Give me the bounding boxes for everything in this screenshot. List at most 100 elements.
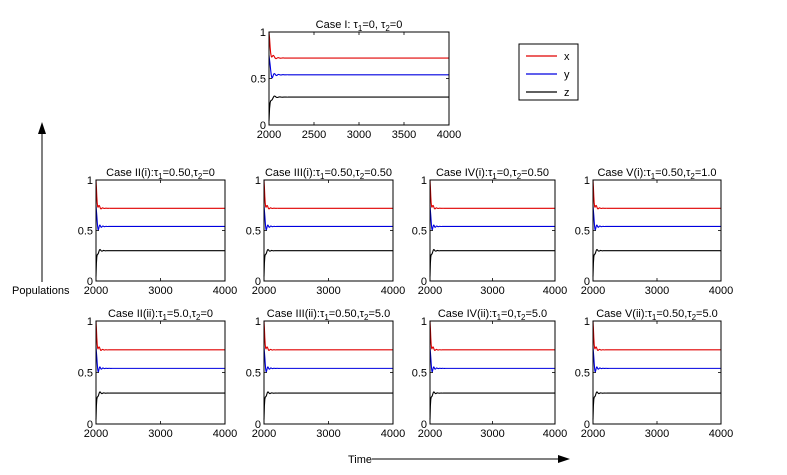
x-tick-label: 4000 xyxy=(381,285,405,297)
series-line-z xyxy=(263,248,393,277)
panel-title-text: =0,τ xyxy=(501,308,522,320)
y-tick-label: 0 xyxy=(255,419,261,431)
panel-title-subscript: 2 xyxy=(521,313,526,322)
panel-title-text: Case V(i):τ xyxy=(597,167,651,179)
panel-title-text: =0.50,τ xyxy=(325,167,361,179)
series-line-x xyxy=(263,320,393,351)
legend-box xyxy=(518,43,579,101)
y-tick-label: 0 xyxy=(584,276,590,288)
series-line-z xyxy=(95,391,225,420)
panel-title-text: Case I: τ xyxy=(316,19,359,31)
panel-title-text: Case IV(ii):τ xyxy=(438,308,497,320)
panel-title-subscript: 1 xyxy=(651,172,656,181)
series-line-x xyxy=(429,179,555,210)
legend-label-z: z xyxy=(564,87,570,99)
series-line-z xyxy=(429,248,555,277)
y-tick-label: 0 xyxy=(421,419,427,431)
series-line-y xyxy=(429,205,555,231)
y-tick-label: 0.5 xyxy=(575,368,590,380)
panel-title-text: Case III(ii):τ xyxy=(267,308,325,320)
panel-title-subscript: 1 xyxy=(497,313,502,322)
plot-frame xyxy=(95,179,226,282)
series-line-y xyxy=(268,55,449,79)
panel-title-subscript: 1 xyxy=(162,313,167,322)
y-tick-label: 0.5 xyxy=(412,368,427,380)
x-tick-label: 2000 xyxy=(257,129,281,141)
panel-title-text: =0 xyxy=(390,19,403,31)
x-tick-label: 2000 xyxy=(418,428,442,440)
plot-frame xyxy=(263,320,394,425)
x-tick-label: 3000 xyxy=(480,285,504,297)
x-tick-label: 2000 xyxy=(581,285,605,297)
series-line-y xyxy=(263,346,393,373)
panel-title: Case IV(ii):τ1=0,τ2=5.0 xyxy=(438,308,547,322)
series-line-z xyxy=(429,391,555,420)
panel-title-text: =0.50,τ xyxy=(656,308,692,320)
panel-title-text: =0,τ xyxy=(497,167,518,179)
y-tick-label: 1 xyxy=(87,175,93,187)
panel-title-text: Case IV(i):τ xyxy=(436,167,493,179)
panel-title-subscript: 2 xyxy=(385,24,390,33)
x-tick-label: 2000 xyxy=(252,428,276,440)
y-tick-label: 0 xyxy=(421,276,427,288)
series-line-x xyxy=(268,31,449,60)
panel-title: Case II(i):τ1=0.50,τ2=0 xyxy=(106,167,215,181)
x-tick-label: 4000 xyxy=(709,428,733,440)
series-line-x xyxy=(95,320,225,351)
x-tick-label: 2000 xyxy=(84,285,108,297)
y-tick-label: 0.5 xyxy=(575,226,590,238)
x-tick-label: 3000 xyxy=(316,428,340,440)
time-arrow-head xyxy=(558,455,570,463)
panel-title: Case V(i):τ1=0.50,τ2=1.0 xyxy=(597,167,716,181)
x-tick-label: 3000 xyxy=(148,285,172,297)
x-tick-label: 2000 xyxy=(252,285,276,297)
y-tick-label: 0.5 xyxy=(412,226,427,238)
x-tick-label: 2000 xyxy=(581,428,605,440)
panel-title-subscript: 2 xyxy=(198,172,203,181)
y-tick-label: 0 xyxy=(260,120,266,132)
x-tick-label: 3000 xyxy=(645,428,669,440)
panel-title-subscript: 2 xyxy=(692,313,697,322)
panel-title: Case III(i):τ1=0.50,τ2=0.50 xyxy=(265,167,392,181)
series-line-z xyxy=(268,95,449,122)
y-tick-label: 0 xyxy=(584,419,590,431)
series-line-z xyxy=(95,248,225,277)
panel-title-text: Case III(i):τ xyxy=(265,167,321,179)
panel-title: Case V(ii):τ1=0.50,τ2=5.0 xyxy=(596,308,718,322)
series-line-y xyxy=(95,205,225,231)
y-tick-label: 1 xyxy=(584,175,590,187)
panel-title-text: =5.0 xyxy=(368,308,390,320)
x-tick-label: 3000 xyxy=(480,428,504,440)
y-tick-label: 0.5 xyxy=(246,226,261,238)
plot-frame xyxy=(592,179,722,282)
panel-title-text: =0.50,τ xyxy=(163,167,199,179)
x-tick-label: 2500 xyxy=(302,129,326,141)
panel-title-text: =1.0 xyxy=(695,167,717,179)
panel-title-subscript: 1 xyxy=(320,172,325,181)
y-tick-label: 1 xyxy=(255,316,261,328)
panel-title: Case I: τ1=0, τ2=0 xyxy=(316,19,403,33)
panel-title-text: =0, τ xyxy=(362,19,386,31)
panel-title: Case III(ii):τ1=0.50,τ2=5.0 xyxy=(267,308,390,322)
panel-title-text: =5.0 xyxy=(696,308,718,320)
legend-label-x: x xyxy=(564,51,570,63)
panel-title-subscript: 2 xyxy=(690,172,695,181)
panel-title-text: =0 xyxy=(200,308,213,320)
y-tick-label: 0 xyxy=(87,276,93,288)
y-tick-label: 1 xyxy=(87,316,93,328)
series-line-y xyxy=(95,346,225,373)
series-line-y xyxy=(263,205,393,231)
panel-title-text: Case II(ii):τ xyxy=(108,308,163,320)
series-line-x xyxy=(592,320,721,351)
series-line-x xyxy=(592,179,721,210)
panel-title-text: =0 xyxy=(202,167,215,179)
panel-title: Case IV(i):τ1=0,τ2=0.50 xyxy=(436,167,549,181)
y-tick-label: 0.5 xyxy=(251,74,266,86)
panel-title-subscript: 2 xyxy=(360,172,365,181)
x-tick-label: 4000 xyxy=(543,428,567,440)
